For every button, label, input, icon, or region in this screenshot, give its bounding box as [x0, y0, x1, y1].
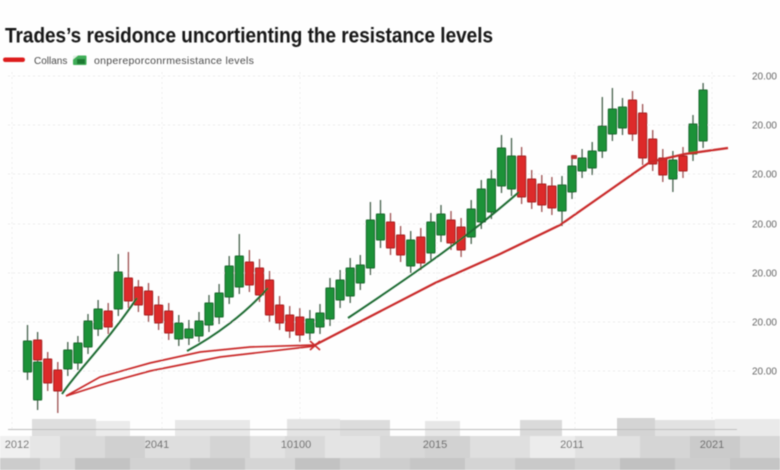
svg-text:2012: 2012 [5, 439, 29, 451]
svg-text:2011: 2011 [560, 439, 584, 451]
svg-text:2041: 2041 [145, 439, 169, 451]
svg-text:20.00: 20.00 [752, 170, 777, 181]
svg-text:20.00: 20.00 [752, 121, 777, 132]
svg-text:20.00: 20.00 [752, 72, 777, 83]
svg-text:Trades’s residonce uncortienti: Trades’s residonce uncortienting the res… [5, 25, 493, 48]
svg-text:2015: 2015 [423, 439, 447, 451]
svg-text:2021: 2021 [700, 439, 724, 451]
svg-text:20.00: 20.00 [752, 318, 777, 329]
svg-text:20.00: 20.00 [752, 269, 777, 280]
svg-text:20.00: 20.00 [752, 220, 777, 231]
svg-text:10100: 10100 [281, 439, 312, 451]
svg-text:20.00: 20.00 [752, 367, 777, 378]
svg-text:onpereporconrmesistance levels: onpereporconrmesistance levels [94, 55, 254, 67]
svg-text:Collans: Collans [34, 56, 67, 67]
